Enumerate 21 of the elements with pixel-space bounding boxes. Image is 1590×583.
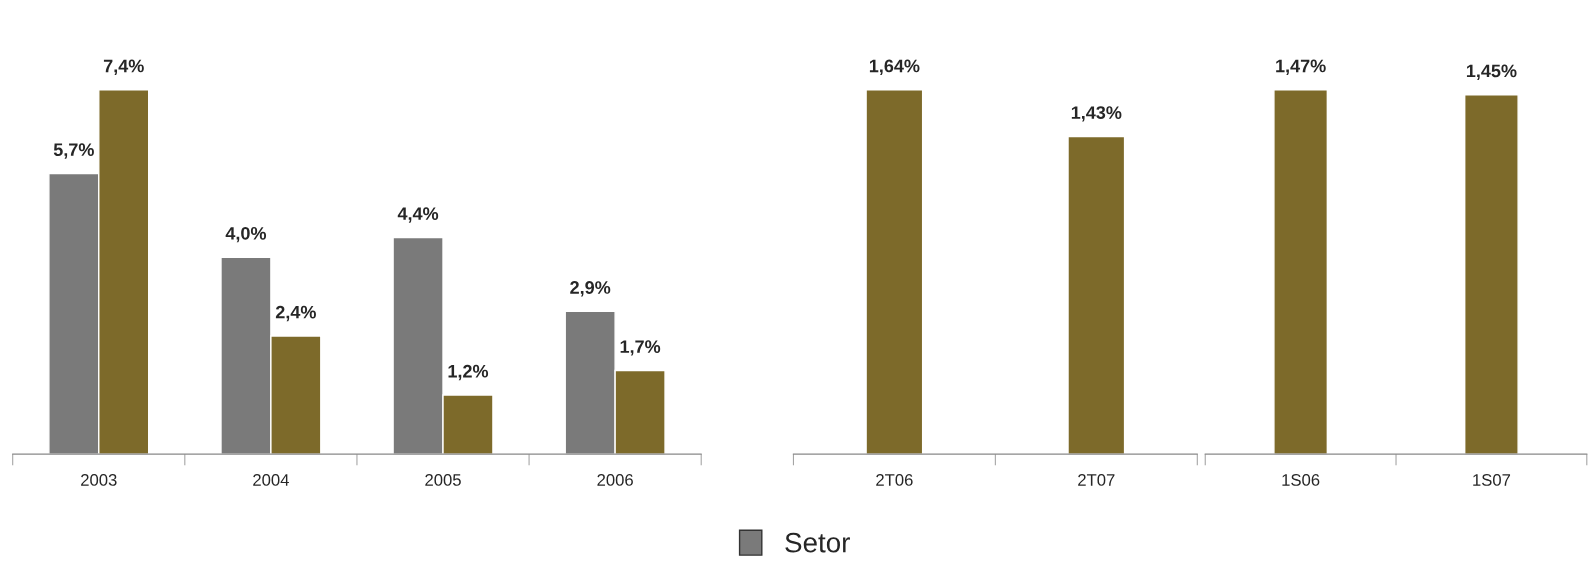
data-label: 1,7% xyxy=(620,340,661,356)
data-label: 4,4% xyxy=(397,207,439,223)
legend-label: Setor xyxy=(785,532,850,553)
data-label: 1,64% xyxy=(869,59,920,75)
data-label: 4,0% xyxy=(225,226,267,243)
data-label: 1,43% xyxy=(1071,106,1122,122)
x-tick-label: 1S07 xyxy=(1473,474,1511,486)
x-tick-label: 2004 xyxy=(253,474,289,486)
x-tick-label: 2T06 xyxy=(876,474,913,486)
data-label: 1,45% xyxy=(1466,64,1517,80)
x-tick-label: 2005 xyxy=(425,474,461,486)
x-tick-label: 1S06 xyxy=(1282,474,1320,486)
x-tick-label: 2T07 xyxy=(1078,474,1115,486)
data-label: 1,2% xyxy=(448,364,489,381)
data-label: 2,4% xyxy=(275,305,316,322)
data-label: 5,7% xyxy=(53,143,94,159)
x-tick-label: 2006 xyxy=(597,474,633,486)
data-label: 2,9% xyxy=(570,281,611,297)
data-label: 7,4% xyxy=(103,59,144,75)
x-tick-label: 2003 xyxy=(81,474,117,486)
data-label: 1,47% xyxy=(1276,59,1326,75)
